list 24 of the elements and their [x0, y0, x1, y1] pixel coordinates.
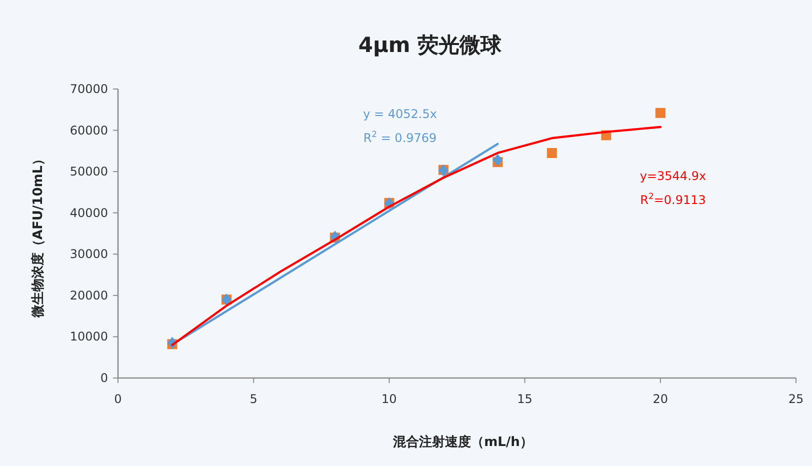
x-tick-label: 25	[788, 392, 804, 406]
point	[546, 148, 557, 158]
y-axis-title: 微生物浓度（AFU/10mL）	[30, 152, 46, 319]
annotation: y = 4052.5x	[363, 107, 437, 121]
y-tick-label: 40000	[70, 206, 108, 220]
annotation: y=3544.9x	[640, 169, 706, 183]
y-tick-label: 70000	[70, 82, 108, 96]
y-tick-label: 10000	[70, 330, 108, 344]
point	[655, 108, 666, 118]
chart-title: 4μm 荧光微球	[358, 33, 503, 57]
y-tick-label: 30000	[70, 247, 108, 262]
x-tick-label: 10	[382, 392, 397, 406]
y-tick-label: 20000	[70, 288, 108, 302]
point	[492, 154, 503, 166]
annotation: R$^{2}$=0.9113	[640, 191, 706, 207]
x-axis-title: 混合注射速度（mL/h）	[392, 434, 533, 450]
x-tick-label: 15	[517, 392, 532, 406]
x-tick-label: 0	[114, 392, 122, 406]
x-tick-label: 5	[250, 392, 258, 406]
x-tick-label: 20	[652, 392, 668, 406]
y-tick-label: 0	[100, 371, 108, 385]
annotation: R$^{2}$ = 0.9769	[363, 129, 437, 145]
y-tick-label: 50000	[70, 164, 108, 179]
y-tick-label: 60000	[70, 123, 108, 138]
